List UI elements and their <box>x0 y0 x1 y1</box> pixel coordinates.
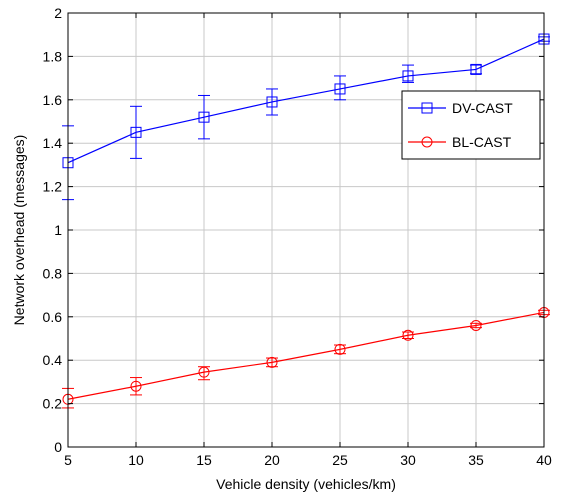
error-bar <box>334 75 346 101</box>
series-line <box>67 311 545 400</box>
legend-marker <box>421 136 433 148</box>
y-tick-label: 1 <box>54 222 62 238</box>
legend-entry: DV-CAST <box>408 100 513 116</box>
x-axis-label: Vehicle density (vehicles/km) <box>216 476 396 492</box>
y-tick-label: 0.6 <box>43 309 63 325</box>
x-tick-label: 30 <box>400 452 416 468</box>
y-tick-label: 2 <box>54 5 62 21</box>
data-point <box>198 111 210 123</box>
series-line <box>67 38 545 164</box>
x-tick-label: 40 <box>536 452 552 468</box>
legend-label: BL-CAST <box>452 134 512 150</box>
y-tick-label: 0 <box>54 439 62 455</box>
legend-entry: BL-CAST <box>408 134 512 150</box>
x-tick-label: 35 <box>468 452 484 468</box>
error-bar <box>266 88 278 116</box>
y-tick-label: 1.6 <box>43 92 63 108</box>
legend: DV-CAST BL-CAST <box>401 90 541 160</box>
x-tick-label: 5 <box>64 452 72 468</box>
y-tick-label: 0.2 <box>43 396 63 412</box>
series-bl-cast <box>62 306 550 409</box>
legend-box <box>401 90 541 160</box>
x-tick-label: 25 <box>332 452 348 468</box>
error-bar <box>130 377 142 396</box>
data-point <box>334 343 346 355</box>
series-layer <box>62 33 550 409</box>
data-point <box>470 319 482 331</box>
data-point <box>402 329 414 341</box>
grid <box>67 12 545 448</box>
y-tick-label: 1.2 <box>43 179 63 195</box>
data-point <box>130 126 142 138</box>
error-bar <box>198 94 210 140</box>
legend-marker <box>421 102 433 114</box>
data-point <box>334 83 346 95</box>
x-tick-label: 20 <box>264 452 280 468</box>
error-bar <box>130 105 142 159</box>
data-point <box>130 380 142 392</box>
data-point <box>198 366 210 378</box>
error-bar <box>334 344 346 355</box>
data-point <box>402 70 414 82</box>
data-point <box>470 63 482 75</box>
error-bar <box>402 64 414 83</box>
legend-label: DV-CAST <box>452 100 513 116</box>
error-bar <box>470 64 482 75</box>
axis-ticks: 5 10 15 20 25 30 35 40 0 0.2 0.4 0.6 0.8 1 1.2 1.4 1.6 1.… <box>43 5 552 468</box>
y-tick-label: 1.4 <box>43 135 63 151</box>
data-point <box>266 96 278 108</box>
y-tick-label: 0.8 <box>43 265 63 281</box>
y-tick-label: 0.4 <box>43 352 63 368</box>
error-bar <box>266 357 278 368</box>
x-tick-label: 15 <box>196 452 212 468</box>
y-axis-label: Network overhead (messages) <box>11 135 27 326</box>
y-tick-label: 1.8 <box>43 48 63 64</box>
x-tick-label: 10 <box>128 452 144 468</box>
data-point <box>266 356 278 368</box>
